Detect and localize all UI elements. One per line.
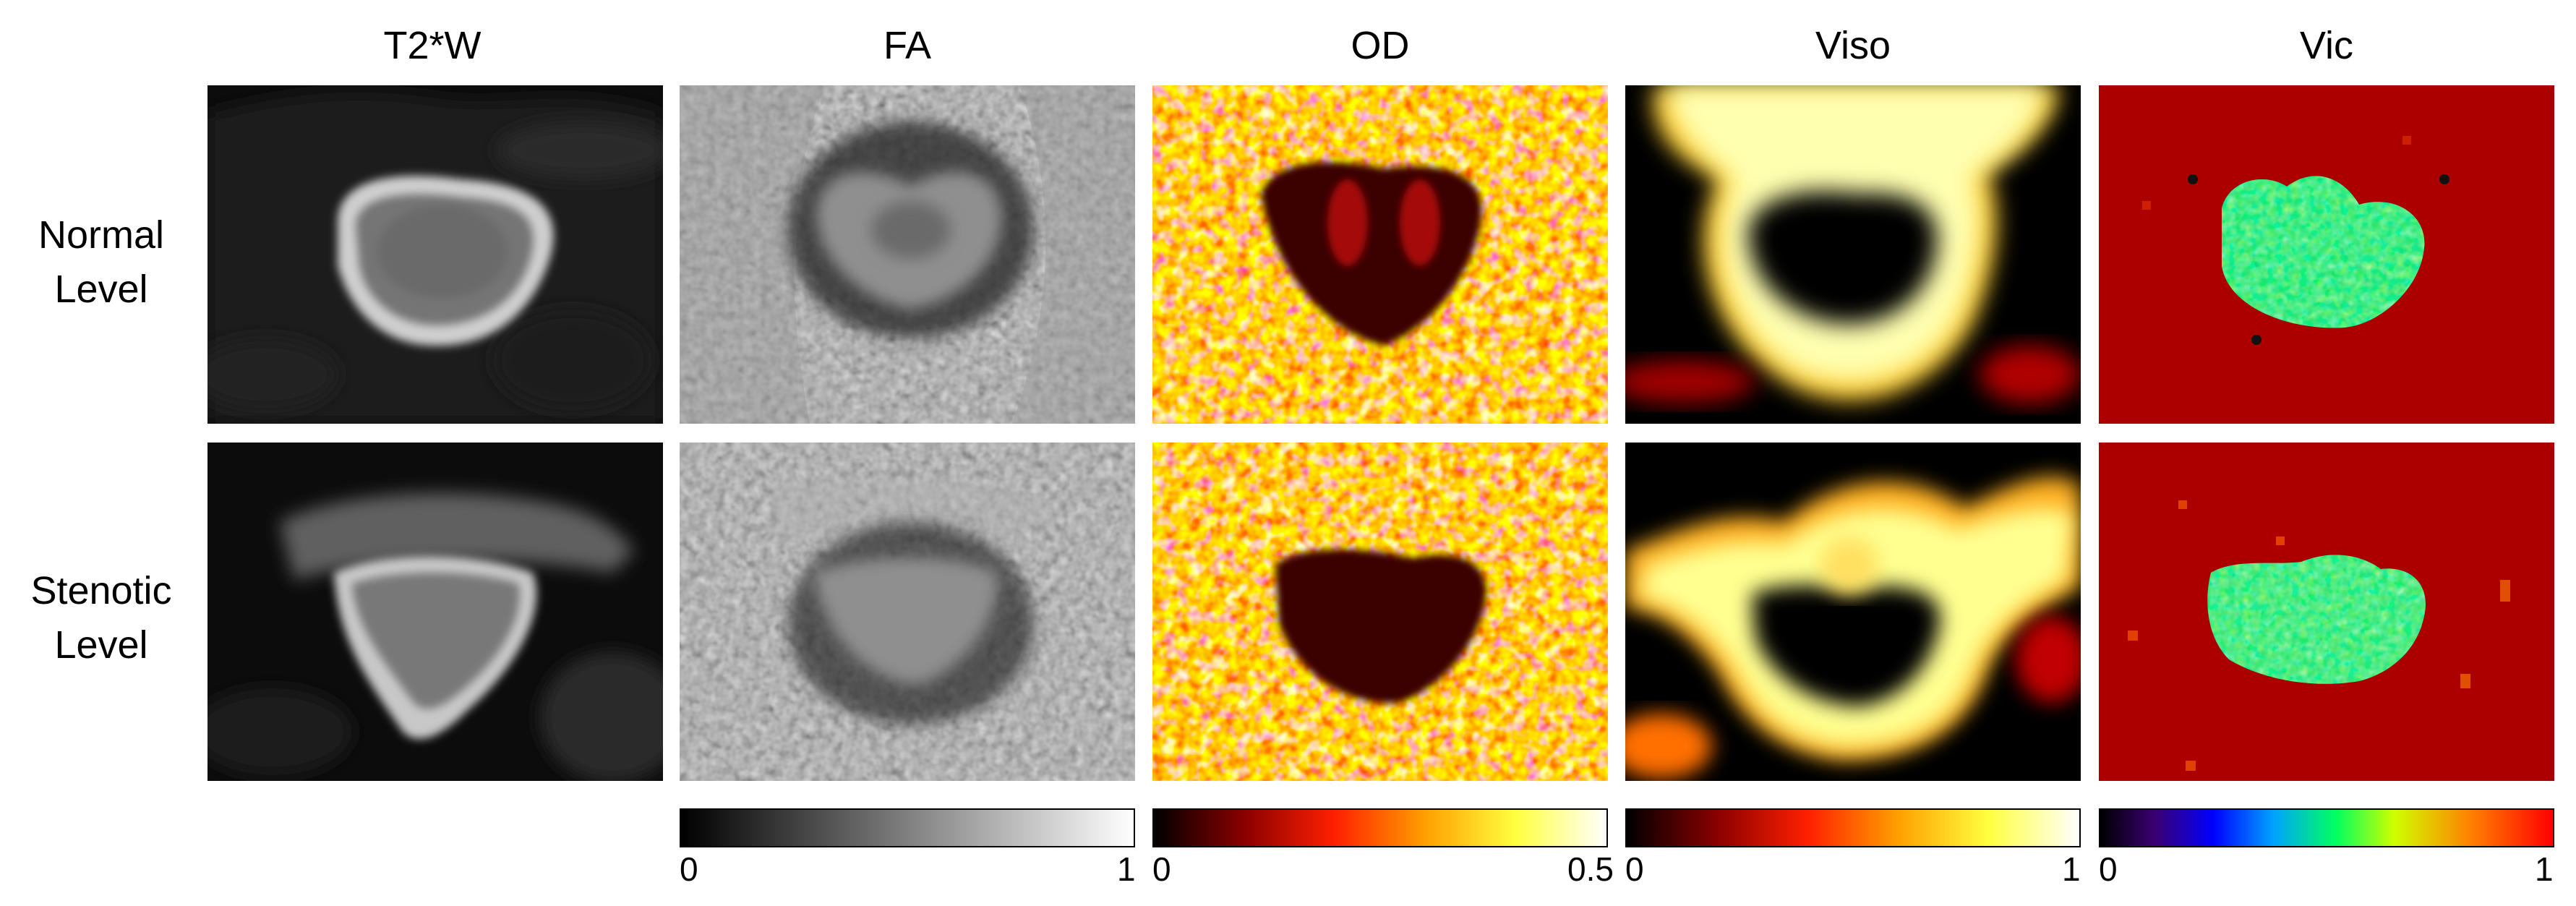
row-label-stenotic-line1: Stenotic: [30, 569, 172, 612]
colorbar-fa-min-label: 0: [680, 850, 698, 888]
row-label-normal-line1: Normal: [38, 213, 165, 257]
colorbar-od-min-label: 0: [1152, 850, 1171, 888]
image-viso-normal: [1625, 85, 2081, 424]
colorbar-fa-max-label: 1: [1117, 850, 1136, 888]
image-viso-stenotic: [1625, 443, 2081, 781]
row-label-stenotic: Stenotic Level: [0, 564, 202, 672]
colorbar-fa: [680, 808, 1135, 847]
image-vic-normal: [2099, 85, 2554, 424]
image-fa-stenotic: [680, 443, 1135, 781]
row-label-normal-line2: Level: [54, 268, 148, 311]
row-label-stenotic-line2: Level: [54, 623, 148, 667]
image-t2w-normal: [207, 85, 663, 424]
column-title-vic: Vic: [2299, 24, 2354, 67]
image-od-stenotic: [1152, 443, 1608, 781]
colorbar-vic-min-label: 0: [2099, 850, 2118, 888]
row-label-normal: Normal Level: [0, 208, 202, 317]
column-title-t2w: T2*W: [383, 24, 482, 67]
colorbar-od-max-label: 0.5: [1567, 850, 1614, 888]
column-title-viso: Viso: [1815, 24, 1891, 67]
colorbar-vic: [2099, 808, 2554, 847]
image-fa-normal: [680, 85, 1135, 424]
column-title-od: OD: [1351, 24, 1410, 67]
colorbar-od: [1152, 808, 1608, 847]
image-od-normal: [1152, 85, 1608, 424]
colorbar-viso-max-label: 1: [2062, 850, 2081, 888]
colorbar-viso: [1625, 808, 2081, 847]
image-vic-stenotic: [2099, 443, 2554, 781]
colorbar-viso-min-label: 0: [1625, 850, 1644, 888]
colorbar-vic-max-label: 1: [2535, 850, 2554, 888]
image-t2w-stenotic: [207, 443, 663, 781]
column-title-fa: FA: [883, 24, 932, 67]
